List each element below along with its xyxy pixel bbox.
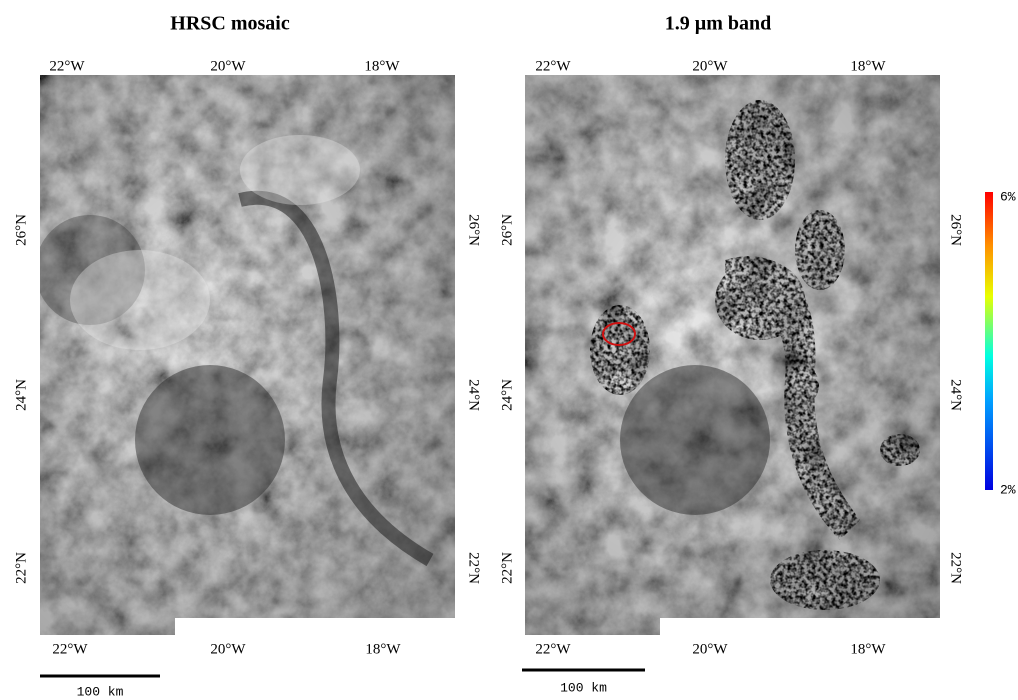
lon-label: 20°W [210, 58, 246, 74]
lat-label: 24°N [13, 379, 29, 411]
lon-label: 20°W [692, 58, 728, 74]
lon-label: 22°W [49, 58, 85, 74]
lon-label: 22°W [535, 641, 571, 657]
lat-label: 24°N [466, 379, 482, 411]
lat-label: 22°N [466, 552, 482, 584]
panel-title: 1.9 µm band [665, 13, 772, 35]
lon-label: 20°W [210, 641, 246, 657]
colorbar-min: 2% [1000, 482, 1016, 497]
lat-label: 22°N [499, 552, 515, 584]
lat-label: 24°N [948, 379, 964, 411]
lat-label: 26°N [13, 214, 29, 246]
lon-label: 22°W [52, 641, 88, 657]
lon-label: 20°W [692, 641, 728, 657]
lat-label: 24°N [499, 379, 515, 411]
scale-label: 100 km [560, 680, 607, 695]
lat-label: 26°N [499, 214, 515, 246]
figure: 6% 2% HRSC mosaic 22°W 20°W 18°W 22°W 20°W 18°… [0, 0, 1018, 700]
lon-label: 18°W [364, 58, 400, 74]
lat-label: 22°N [13, 552, 29, 584]
lat-label: 26°N [466, 214, 482, 246]
lat-label: 26°N [948, 214, 964, 246]
band-image [525, 75, 940, 635]
panel-title: HRSC mosaic [170, 13, 290, 35]
lat-label: 22°N [948, 552, 964, 584]
lon-label: 18°W [365, 641, 401, 657]
lon-label: 18°W [850, 58, 886, 74]
colorbar-max: 6% [1000, 189, 1016, 204]
page: 6% 2% HRSC mosaic 22°W 20°W 18°W 22°W 20°W 18°… [0, 0, 1018, 700]
colorbar [985, 192, 993, 490]
hrsc-image [35, 75, 455, 635]
lon-label: 22°W [535, 58, 571, 74]
lon-label: 18°W [850, 641, 886, 657]
scale-label: 100 km [77, 684, 124, 699]
